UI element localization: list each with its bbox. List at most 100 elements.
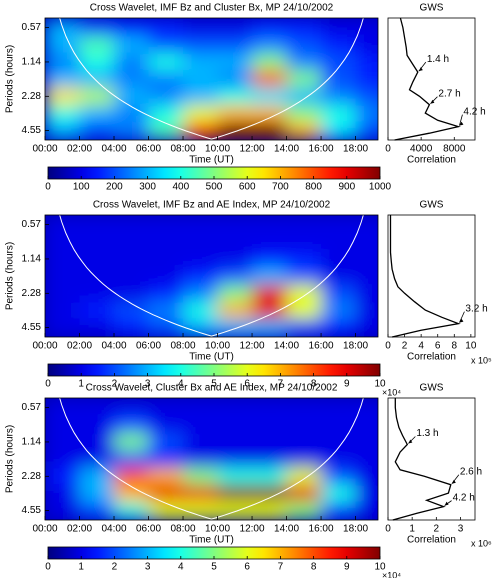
heatmap-cell (321, 104, 357, 123)
y-tick-label: 0.57 (22, 402, 42, 413)
heatmap-cell (217, 467, 253, 486)
x-axis-label: Time (UT) (189, 535, 234, 546)
heatmap-cell (114, 53, 150, 71)
heatmap-cell (252, 415, 288, 434)
heatmap-cell (45, 104, 81, 123)
heatmap-cell (183, 121, 219, 140)
x-axis-label: Correlation (407, 155, 456, 166)
x-exponent: x 10⁵ (471, 355, 492, 365)
cone-of-influence (59, 18, 364, 140)
chart-title: Cross Wavelet, IMF Bz and Cluster Bx, MP… (90, 3, 334, 14)
colorbar-tick-label: 0 (45, 379, 51, 390)
heatmap-cell (148, 484, 184, 503)
heatmap-cell (217, 301, 253, 320)
x-tick-label: 16:00 (309, 524, 334, 535)
heatmap-cell (45, 70, 81, 89)
y-axis-label: Periods (hours) (5, 45, 16, 113)
heatmap-cell (252, 318, 288, 337)
heatmap-cell (321, 267, 357, 286)
y-tick-label: 2.28 (22, 471, 42, 482)
colorbar-tick-label: 1000 (369, 182, 392, 193)
x-tick-label: 16:00 (309, 144, 334, 155)
annotation-arrow (459, 311, 465, 323)
heatmap-cell (252, 53, 288, 71)
heatmap-cell (217, 267, 253, 286)
heatmap-cell (321, 70, 357, 89)
heatmap-cell (148, 415, 184, 434)
colorbar-tick-label: 1 (78, 562, 84, 573)
heatmap-cell (286, 450, 322, 469)
heatmap-cell (114, 104, 150, 123)
heatmap-cell (217, 19, 253, 37)
heatmap-cell (355, 267, 378, 286)
heatmap-cell (321, 19, 357, 37)
heatmap-cell (217, 70, 253, 89)
colorbar-tick-label: 10 (374, 562, 386, 573)
heatmap-cell (252, 35, 288, 54)
heatmap-cell (114, 87, 150, 106)
annotation: 4.2 h (453, 492, 475, 503)
heatmap-cell (45, 35, 81, 54)
x-tick-label: 06:00 (136, 341, 161, 352)
heatmap-cell (286, 467, 322, 486)
heatmap-cell (45, 450, 81, 469)
heatmap-cell (286, 87, 322, 106)
heatmap-cell (114, 250, 150, 268)
heatmap-cell (114, 450, 150, 469)
heatmap-cell (321, 216, 357, 234)
heatmap-cell (45, 484, 81, 503)
colorbar-tick-label: 8 (311, 562, 317, 573)
x-tick-label: 02:00 (67, 341, 92, 352)
heatmap-cell (355, 121, 378, 140)
heatmap-cell (286, 501, 322, 520)
heatmap-cell (217, 35, 253, 54)
heatmap-cell (286, 415, 322, 434)
arrow-head (444, 501, 449, 506)
y-tick-label: 1.14 (22, 57, 42, 68)
heatmap-cell (355, 318, 378, 337)
heatmap-cell (321, 284, 357, 303)
heatmap-cell (183, 19, 219, 37)
heatmap-cell (114, 232, 150, 251)
y-tick-label: 1.14 (22, 437, 42, 448)
heatmap-cell (217, 399, 253, 417)
heatmap-cell (148, 70, 184, 89)
heatmap-cell (355, 284, 378, 303)
chart-title: Cross Wavelet, Cluster Bx and AE Index, … (86, 383, 338, 394)
heatmap-cell (79, 318, 115, 337)
arrow-head (418, 67, 423, 72)
heatmap-cell (355, 232, 378, 251)
x-tick-label: 02:00 (67, 144, 92, 155)
heatmap-cell (114, 216, 150, 234)
x-tick-label: 18:00 (343, 524, 368, 535)
colorbar-exponent: ×10⁴ (382, 387, 401, 397)
heatmap-cell (114, 467, 150, 486)
colorbar-tick-label: 500 (206, 182, 223, 193)
heatmap-cell (355, 104, 378, 123)
annotation-arrow (459, 114, 463, 126)
heatmap-cell (217, 415, 253, 434)
heatmap-cell (79, 467, 115, 486)
heatmap-cell (148, 19, 184, 37)
heatmap-cell (217, 53, 253, 71)
heatmap-cell (148, 35, 184, 54)
colorbar-tick-label: 200 (106, 182, 123, 193)
heatmap-cell (183, 467, 219, 486)
heatmap-cell (114, 19, 150, 37)
heatmap-cell (79, 121, 115, 140)
heatmap-cell (252, 501, 288, 520)
annotation: 4.2 h (463, 106, 485, 117)
x-tick-label: 3 (458, 524, 464, 535)
heatmap-cell (79, 450, 115, 469)
heatmap-cell (45, 318, 81, 337)
plot-frame (387, 17, 476, 141)
x-tick-label: 00:00 (32, 144, 57, 155)
heatmap-cell (148, 267, 184, 286)
heatmap-cell (286, 104, 322, 123)
heatmap-cell (183, 70, 219, 89)
cone-of-influence (59, 215, 364, 337)
chart-title: GWS (420, 3, 444, 14)
x-tick-label: 00:00 (32, 341, 57, 352)
heatmap-cell (321, 250, 357, 268)
